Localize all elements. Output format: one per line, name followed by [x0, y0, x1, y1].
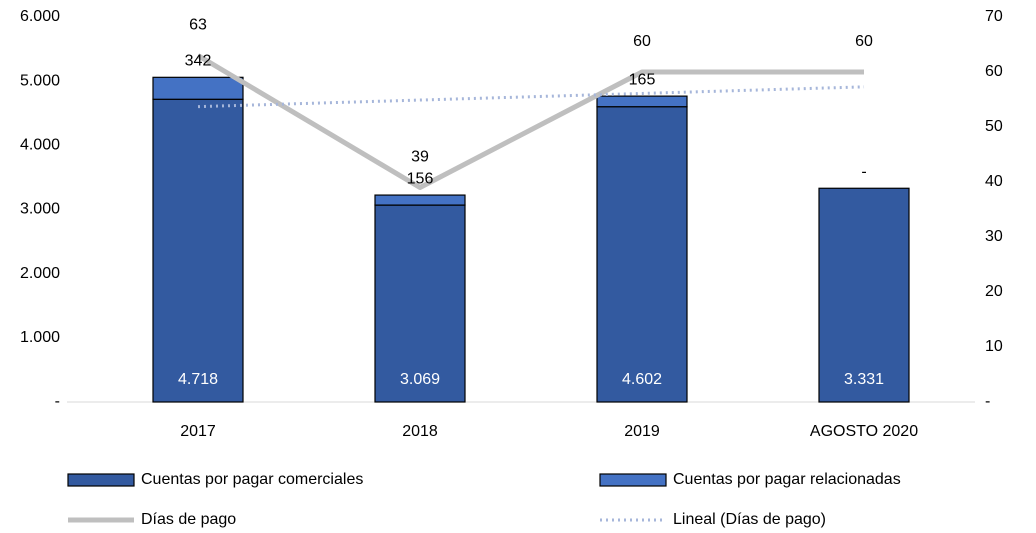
legend-label: Días de pago [141, 511, 236, 528]
data-label: 156 [407, 170, 434, 187]
bar [596, 95, 688, 108]
bar [374, 194, 466, 206]
x-tick-label: 2017 [180, 423, 216, 440]
bar [596, 106, 688, 403]
bar [152, 76, 244, 100]
y-tick-label: 4.000 [20, 137, 60, 154]
legend-swatch [599, 473, 667, 487]
y-tick-label: 5.000 [20, 72, 60, 89]
data-label: 3.069 [400, 371, 440, 388]
y-tick-label: 1.000 [20, 329, 60, 346]
data-label: 4.602 [622, 371, 662, 388]
data-label: 60 [855, 33, 873, 50]
data-label: 60 [633, 33, 651, 50]
y2-tick-label: 40 [985, 173, 1003, 190]
y-tick-label: - [55, 393, 60, 410]
x-tick-label: 2019 [624, 423, 660, 440]
data-label: - [861, 163, 866, 180]
x-tick-label: 2018 [402, 423, 438, 440]
x-tick-label: AGOSTO 2020 [810, 423, 918, 440]
y-tick-label: 6.000 [20, 8, 60, 25]
legend-swatch [67, 473, 135, 487]
data-label: 165 [629, 71, 656, 88]
y-tick-label: 3.000 [20, 201, 60, 218]
data-label: 39 [411, 149, 429, 166]
legend-label: Cuentas por pagar relacionadas [673, 471, 901, 488]
y2-tick-label: 10 [985, 338, 1003, 355]
data-label: 342 [185, 53, 212, 70]
legend-label: Lineal (Días de pago) [673, 511, 826, 528]
y2-tick-label: - [985, 393, 990, 410]
y2-tick-label: 70 [985, 8, 1003, 25]
bar [818, 187, 910, 403]
bar [374, 204, 466, 403]
legend-label: Cuentas por pagar comerciales [141, 471, 363, 488]
line [196, 53, 864, 190]
y2-tick-label: 50 [985, 118, 1003, 135]
data-label: 4.718 [178, 371, 218, 388]
data-label: 3.331 [844, 371, 884, 388]
y2-tick-label: 30 [985, 228, 1003, 245]
line [197, 85, 865, 109]
y-tick-label: 2.000 [20, 265, 60, 282]
y2-tick-label: 20 [985, 283, 1003, 300]
y2-tick-label: 60 [985, 63, 1003, 80]
data-label: 63 [189, 17, 207, 34]
bar [152, 98, 244, 403]
